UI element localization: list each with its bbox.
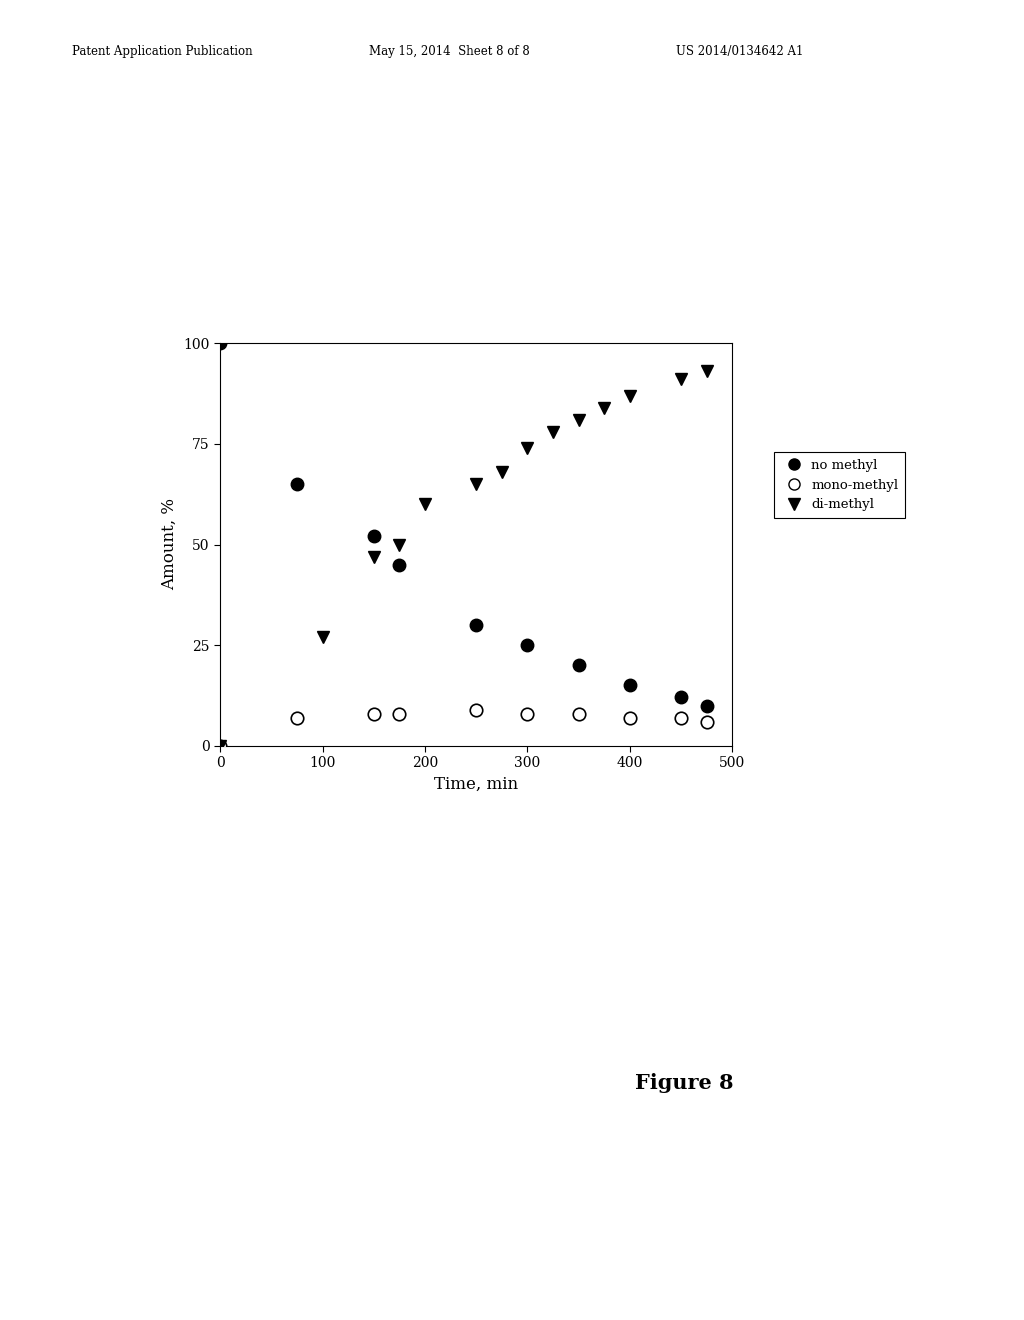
Text: Patent Application Publication: Patent Application Publication [72,45,252,58]
Text: May 15, 2014  Sheet 8 of 8: May 15, 2014 Sheet 8 of 8 [369,45,529,58]
Legend: no methyl, mono-methyl, di-methyl: no methyl, mono-methyl, di-methyl [774,453,905,517]
X-axis label: Time, min: Time, min [434,776,518,793]
Text: US 2014/0134642 A1: US 2014/0134642 A1 [676,45,803,58]
Y-axis label: Amount, %: Amount, % [161,499,178,590]
Text: Figure 8: Figure 8 [635,1073,733,1093]
